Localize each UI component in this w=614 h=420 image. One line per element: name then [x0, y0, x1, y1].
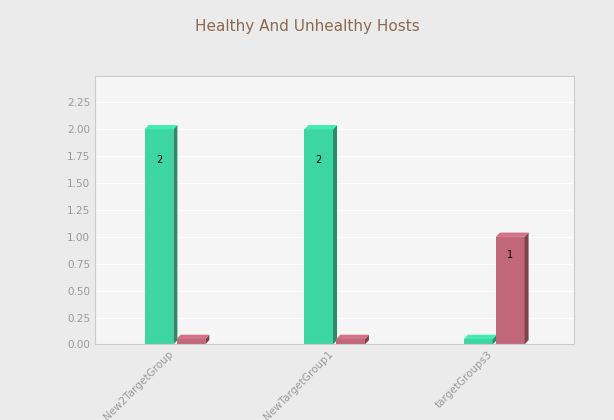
- Polygon shape: [492, 335, 497, 344]
- Polygon shape: [145, 125, 177, 129]
- Polygon shape: [336, 335, 369, 339]
- Bar: [464, 339, 492, 344]
- Text: 2: 2: [156, 155, 162, 165]
- Bar: [336, 339, 365, 344]
- Polygon shape: [496, 233, 529, 237]
- Bar: [145, 129, 173, 344]
- Polygon shape: [177, 335, 209, 339]
- Polygon shape: [205, 335, 209, 344]
- Text: 1: 1: [507, 250, 513, 260]
- Polygon shape: [305, 125, 337, 129]
- Polygon shape: [464, 335, 497, 339]
- Polygon shape: [524, 233, 529, 344]
- Polygon shape: [173, 125, 177, 344]
- Text: 2: 2: [316, 155, 322, 165]
- Polygon shape: [333, 125, 337, 344]
- Bar: [177, 339, 205, 344]
- Bar: [305, 129, 333, 344]
- Bar: [496, 237, 524, 344]
- Text: Healthy And Unhealthy Hosts: Healthy And Unhealthy Hosts: [195, 19, 419, 34]
- Polygon shape: [365, 335, 369, 344]
